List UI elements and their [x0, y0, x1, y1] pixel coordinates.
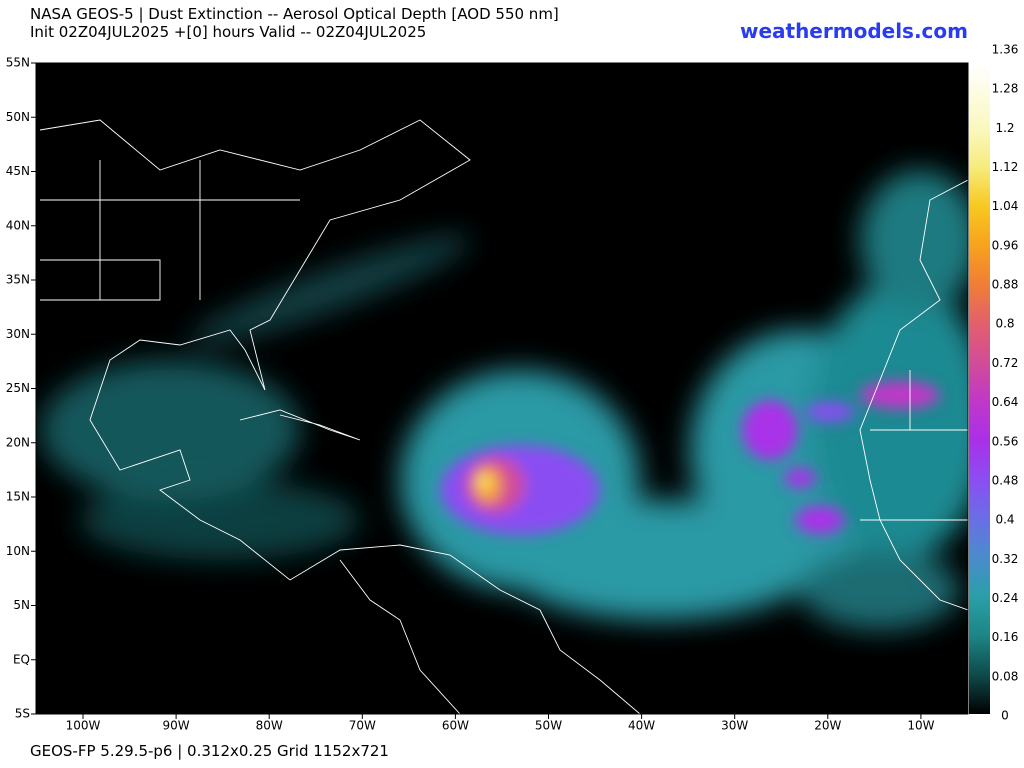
lat-label: 20N — [6, 435, 30, 449]
lat-label: 40N — [6, 218, 30, 232]
colorbar-tick-label: 0.32 — [992, 552, 1019, 566]
lat-label: 5S — [15, 707, 30, 721]
lat-label: 15N — [6, 490, 30, 504]
colorbar-tick-label: 1.2 — [995, 121, 1014, 135]
lon-label: 100W — [66, 719, 101, 733]
lon-label: 80W — [256, 719, 283, 733]
footer: GEOS-FP 5.29.5-p6 | 0.312x0.25 Grid 1152… — [30, 742, 389, 760]
colorbar-tick-label: 1.04 — [992, 199, 1019, 213]
colorbar-tick-label: 0.08 — [992, 669, 1019, 683]
lat-label: 55N — [6, 56, 30, 70]
colorbar-tick-label: 0.48 — [992, 473, 1019, 487]
colorbar-tick-label: 0 — [1001, 709, 1009, 723]
colorbar-tick-label: 0.96 — [992, 238, 1019, 252]
map-area — [36, 63, 968, 714]
lat-label: 5N — [13, 598, 30, 612]
colorbar-tick-label: 1.12 — [992, 160, 1019, 174]
lon-label: 40W — [628, 719, 655, 733]
lat-label: 35N — [6, 273, 30, 287]
colorbar-tick-label: 0.8 — [995, 317, 1014, 331]
lat-label: 30N — [6, 327, 30, 341]
colorbar-tick-label: 0.64 — [992, 395, 1019, 409]
lat-label: EQ — [13, 652, 30, 666]
lon-label: 50W — [535, 719, 562, 733]
lat-label: 45N — [6, 164, 30, 178]
lon-label: 70W — [349, 719, 376, 733]
colorbar-tick-label: 0.4 — [995, 513, 1014, 527]
map-subtitle: Init 02Z04JUL2025 +[0] hours Valid -- 02… — [30, 23, 426, 41]
lon-label: 90W — [163, 719, 190, 733]
lon-label: 60W — [442, 719, 469, 733]
colorbar-tick-label: 1.28 — [992, 82, 1019, 96]
colorbar-tick-label: 1.36 — [992, 43, 1019, 57]
dust-plumes — [40, 170, 968, 630]
map-title: NASA GEOS-5 | Dust Extinction -- Aerosol… — [30, 5, 559, 23]
lon-label: 30W — [721, 719, 748, 733]
lat-label: 50N — [6, 110, 30, 124]
colorbar-tick-label: 0.24 — [992, 591, 1019, 605]
colorbar — [969, 63, 990, 714]
colorbar-tick-label: 0.72 — [992, 356, 1019, 370]
coastlines — [39, 119, 968, 714]
dust-core — [440, 381, 940, 535]
lon-label: 20W — [814, 719, 841, 733]
lat-label: 10N — [6, 544, 30, 558]
lat-label: 25N — [6, 381, 30, 395]
colorbar-tick-label: 0.88 — [992, 278, 1019, 292]
site-link[interactable]: weathermodels.com — [740, 19, 968, 43]
colorbar-tick-label: 0.16 — [992, 630, 1019, 644]
lon-label: 10W — [907, 719, 934, 733]
colorbar-tick-label: 0.56 — [992, 434, 1019, 448]
